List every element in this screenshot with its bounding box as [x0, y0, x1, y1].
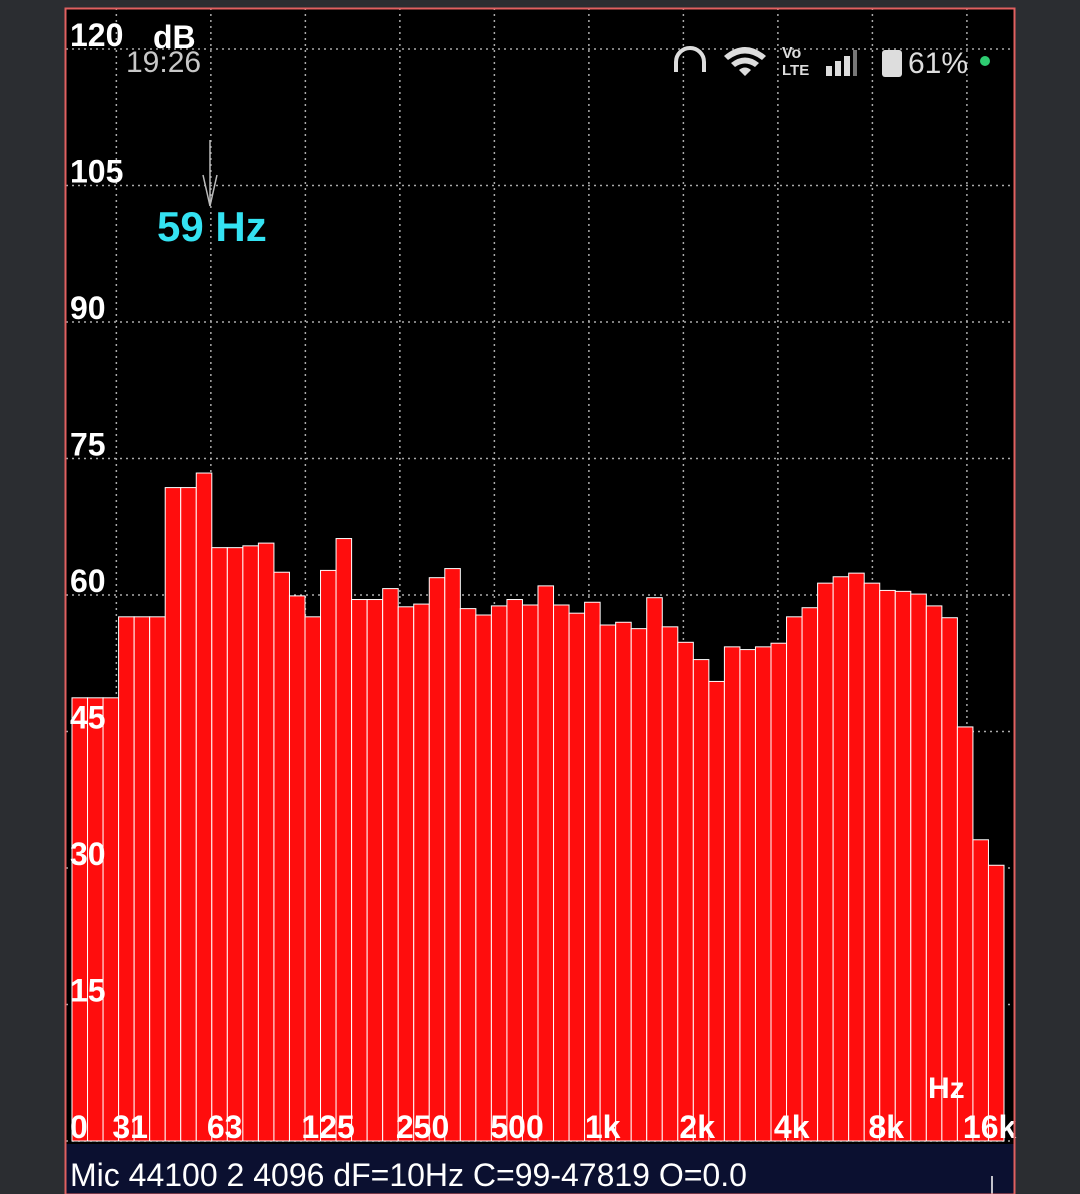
- bar: [71, 697, 89, 1142]
- bar: [801, 607, 819, 1142]
- bar: [972, 839, 989, 1142]
- bar: [723, 646, 741, 1142]
- bar: [692, 659, 710, 1142]
- bar: [180, 487, 197, 1142]
- bar: [288, 595, 306, 1142]
- bar: [320, 569, 337, 1142]
- bar: [832, 576, 850, 1142]
- bar: [506, 599, 523, 1142]
- bars: [71, 472, 1005, 1142]
- marker-arrow-head: [202, 174, 218, 207]
- bar: [754, 646, 772, 1142]
- bar: [490, 605, 508, 1142]
- bar: [677, 641, 694, 1142]
- bar: [475, 614, 492, 1142]
- bar: [397, 606, 415, 1142]
- headphone-icon: [674, 46, 706, 72]
- x-tick-label: 1k: [585, 1109, 621, 1145]
- peak-annotation: 59 Hz: [157, 203, 267, 250]
- bar: [195, 472, 213, 1142]
- status-time: 19:26: [126, 46, 201, 79]
- bar: [863, 582, 881, 1142]
- bar: [149, 616, 166, 1142]
- bar: [941, 617, 958, 1142]
- bar: [553, 604, 570, 1142]
- bar: [848, 572, 865, 1142]
- bar: [879, 589, 896, 1142]
- bar: [584, 601, 601, 1142]
- footer-text: Mic 44100 2 4096 dF=10Hz C=99-47819 O=0.…: [70, 1157, 747, 1193]
- labels: 0 15 30 45 60 75 90 105 120 31 63 125 250 500 1k 2k 4k 8k…: [70, 17, 1017, 1145]
- x-tick-label: 63: [207, 1109, 243, 1145]
- bar: [366, 599, 384, 1142]
- bar: [615, 621, 632, 1142]
- y-tick-label: 60: [70, 563, 106, 599]
- x-unit-label: Hz: [928, 1072, 965, 1105]
- bar: [351, 599, 368, 1142]
- y-tick-label: 30: [70, 836, 106, 872]
- y-tick-label: 0: [70, 1109, 88, 1145]
- battery-icon: [882, 50, 902, 77]
- y-tick-label: 15: [70, 972, 106, 1008]
- bar: [708, 680, 725, 1142]
- bar: [894, 590, 912, 1142]
- y-unit-label: dB: [153, 19, 196, 55]
- bar: [257, 542, 275, 1142]
- x-tick-label: 2k: [679, 1109, 715, 1145]
- y-tick-label: 90: [70, 290, 106, 326]
- bar: [273, 571, 290, 1142]
- status-dot: [980, 56, 990, 66]
- bar: [444, 568, 461, 1142]
- wifi-icon: [724, 47, 766, 76]
- bar: [521, 604, 539, 1142]
- bar: [786, 616, 803, 1142]
- bar: [599, 624, 617, 1142]
- bar: [164, 487, 182, 1142]
- network-vo: Vo: [782, 45, 801, 62]
- x-tick-label: 31: [112, 1109, 148, 1145]
- bar: [133, 616, 151, 1142]
- bar: [118, 616, 135, 1142]
- x-tick-label: 16k: [963, 1109, 1017, 1145]
- x-tick-label: 500: [490, 1109, 543, 1145]
- y-tick-label: 105: [70, 153, 123, 189]
- x-tick-label: 4k: [774, 1109, 810, 1145]
- screen-border: [64, 7, 1016, 1194]
- bar: [211, 547, 228, 1142]
- bar: [459, 608, 477, 1142]
- bar: [770, 642, 788, 1142]
- network-lte: LTE: [782, 62, 809, 79]
- bar: [925, 605, 943, 1142]
- bar: [335, 538, 353, 1142]
- bar: [242, 545, 259, 1142]
- bar: [428, 577, 446, 1142]
- bar: [102, 697, 120, 1142]
- x-tick-label: 125: [301, 1109, 354, 1145]
- footer-bar: [66, 1144, 1014, 1194]
- battery-percent: 61%: [908, 47, 968, 80]
- signal-icon: [826, 50, 857, 76]
- bar: [87, 697, 104, 1142]
- bar: [661, 626, 679, 1142]
- bar: [382, 588, 399, 1142]
- bar: [987, 864, 1005, 1142]
- bar: [817, 582, 834, 1142]
- bar: [537, 585, 555, 1142]
- bar: [413, 603, 430, 1142]
- y-tick-label: 120: [70, 17, 123, 53]
- x-tick-label: 8k: [868, 1109, 904, 1145]
- bar: [910, 593, 927, 1142]
- bar: [304, 616, 322, 1142]
- bar: [739, 649, 756, 1142]
- bar: [646, 597, 663, 1142]
- y-tick-label: 75: [70, 426, 106, 462]
- bar: [568, 612, 586, 1142]
- x-tick-label: 250: [396, 1109, 449, 1145]
- bar: [630, 628, 648, 1142]
- bar: [226, 547, 244, 1142]
- y-tick-label: 45: [70, 699, 106, 735]
